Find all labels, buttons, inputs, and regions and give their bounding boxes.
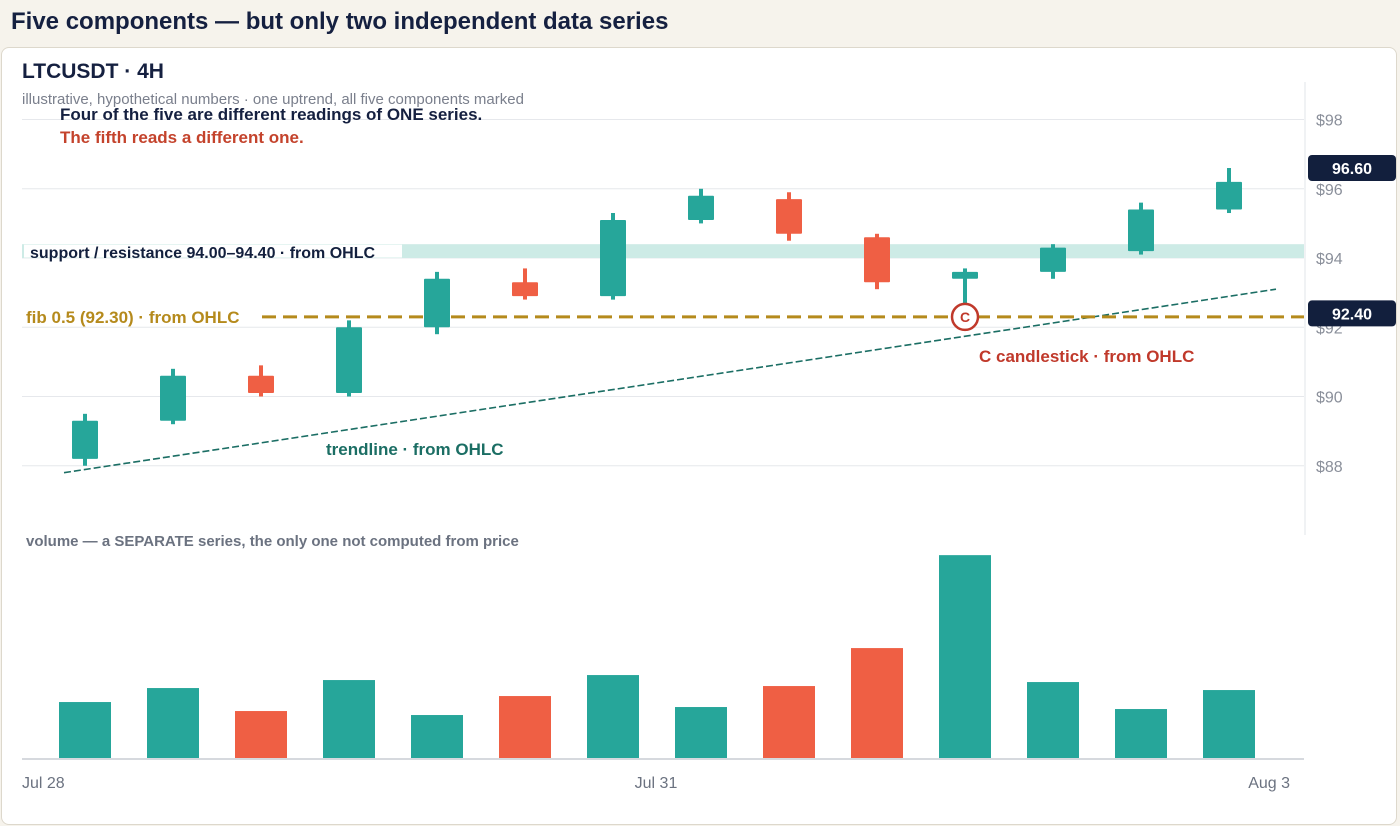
volume-label: volume — a SEPARATE series, the only one… bbox=[26, 533, 519, 550]
volume-bar bbox=[587, 675, 639, 758]
volume-bar bbox=[851, 648, 903, 758]
candle-body bbox=[336, 327, 362, 394]
candle-body bbox=[1216, 181, 1242, 210]
candle-body bbox=[512, 282, 538, 297]
candlestick-marker bbox=[950, 302, 980, 332]
candle-body bbox=[160, 375, 186, 421]
note-main: Four of the five are different readings … bbox=[60, 105, 483, 124]
y-tick-label: $90 bbox=[1316, 390, 1343, 407]
volume-bar bbox=[59, 702, 111, 758]
candlestick-marker-letter: C bbox=[960, 309, 970, 325]
volume-bar bbox=[323, 680, 375, 758]
x-tick-label: Aug 3 bbox=[1248, 775, 1290, 792]
fib-label: fib 0.5 (92.30) · from OHLC bbox=[26, 308, 239, 327]
candlestick-label: C candlestick · from OHLC bbox=[979, 347, 1194, 366]
candle-body bbox=[688, 195, 714, 220]
candle-body bbox=[952, 271, 978, 279]
volume-bar bbox=[675, 707, 727, 758]
candle-body bbox=[424, 278, 450, 328]
volume-bar bbox=[939, 555, 991, 758]
volume-bar bbox=[411, 715, 463, 758]
page-title: Five components — but only two independe… bbox=[11, 8, 669, 35]
volume-bar bbox=[763, 686, 815, 758]
x-tick-label: Jul 28 bbox=[22, 775, 65, 792]
chart-subtitle: illustrative, hypothetical numbers · one… bbox=[22, 91, 524, 108]
candle-body bbox=[776, 199, 802, 234]
volume-bar bbox=[1115, 709, 1167, 758]
price-badge bbox=[1308, 155, 1396, 182]
y-tick-label: $94 bbox=[1316, 251, 1343, 268]
sr-label: support / resistance 94.00–94.40 · from … bbox=[30, 245, 375, 262]
chart-title: LTCUSDT · 4H bbox=[22, 60, 164, 83]
price-badge-text: 92.40 bbox=[1332, 306, 1372, 323]
candle-body bbox=[248, 375, 274, 394]
note-alt: The fifth reads a different one. bbox=[60, 128, 304, 147]
chart-card bbox=[1, 47, 1397, 825]
candle-body bbox=[1040, 247, 1066, 272]
candle-body bbox=[600, 219, 626, 297]
volume-bar bbox=[499, 696, 551, 758]
candle-body bbox=[864, 237, 890, 283]
trendline bbox=[63, 288, 1277, 474]
volume-bar bbox=[1027, 682, 1079, 758]
volume-bar bbox=[147, 688, 199, 758]
trendline-label: trendline · from OHLC bbox=[326, 440, 504, 459]
sr-label-bg bbox=[24, 244, 402, 258]
candle-body bbox=[1128, 209, 1154, 252]
x-tick-label: Jul 31 bbox=[635, 775, 678, 792]
y-tick-label: $96 bbox=[1316, 182, 1343, 199]
price-badge-text: 96.60 bbox=[1332, 161, 1372, 178]
candle-body bbox=[72, 420, 98, 459]
volume-bar bbox=[1203, 690, 1255, 758]
volume-bar bbox=[235, 711, 287, 758]
price-badge bbox=[1308, 300, 1396, 327]
y-tick-label: $88 bbox=[1316, 459, 1343, 476]
y-tick-label: $98 bbox=[1316, 113, 1343, 130]
